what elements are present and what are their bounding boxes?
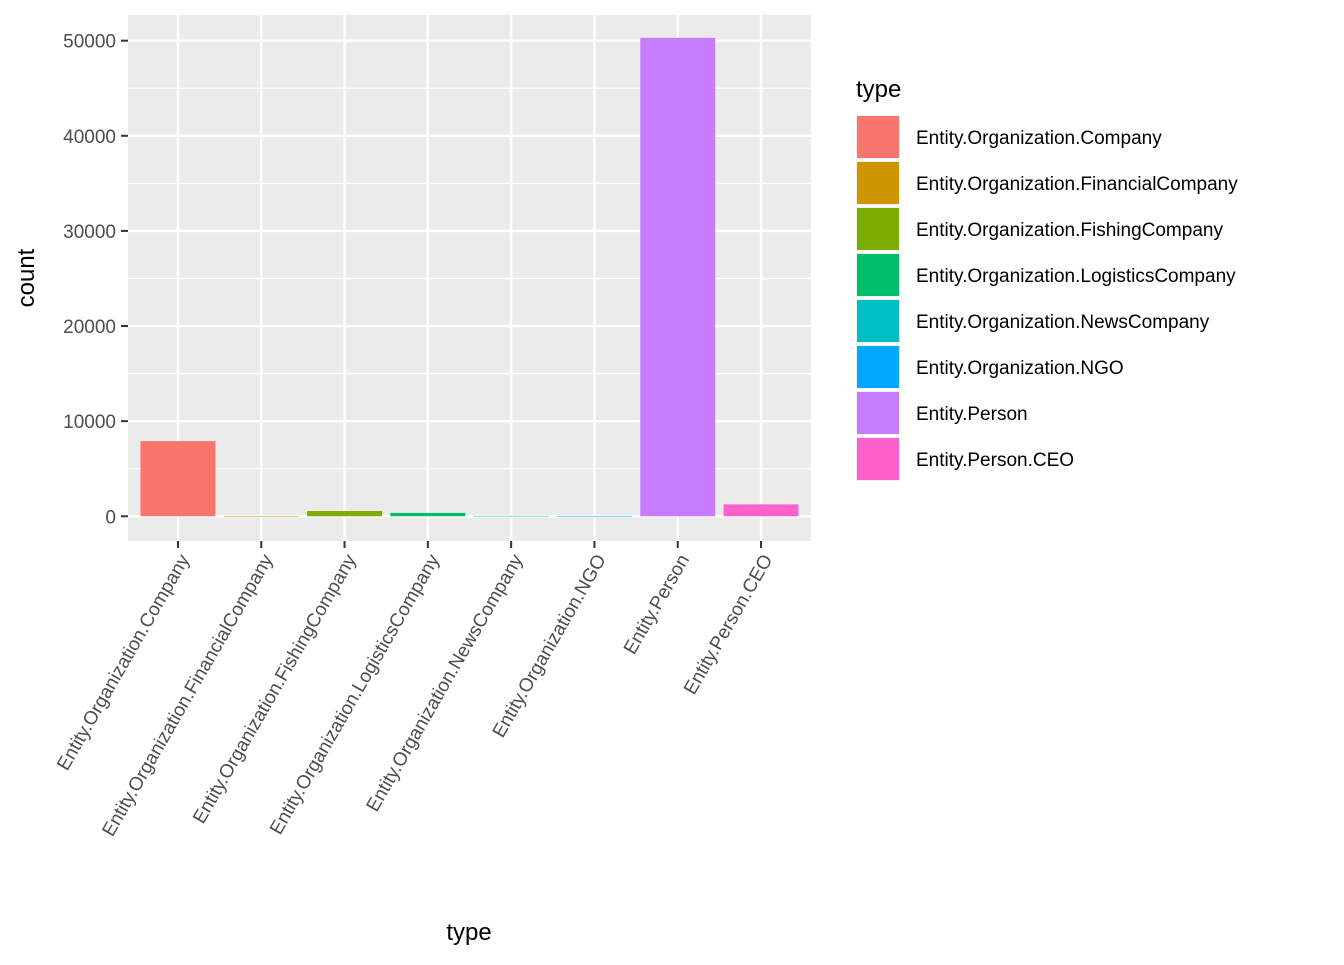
y-tick-label: 30000 [63,222,116,243]
legend-swatch [857,208,899,250]
legend-label: Entity.Organization.LogisticsCompany [916,266,1236,287]
legend-label: Entity.Organization.FishingCompany [916,220,1223,241]
x-tick-label: Entity.Organization.FinancialCompany [99,551,278,841]
bar [223,516,299,517]
x-tick-label: Entity.Organization.LogisticsCompany [266,551,444,839]
legend: type Entity.Organization.Company Entity.O… [856,76,1238,481]
legend-swatch [857,392,899,434]
legend-swatch [857,346,899,388]
x-tick-label: Entity.Person.CEO [680,551,777,698]
y-axis: 0 10000 20000 30000 40000 50000 [63,32,128,528]
legend-label: Entity.Person.CEO [916,450,1074,471]
bars [140,37,799,517]
legend-label: Entity.Person [916,404,1028,425]
y-tick-label: 20000 [63,317,116,338]
legend-swatch [857,300,899,342]
y-tick-label: 10000 [63,412,116,433]
y-tick-label: 50000 [63,32,116,53]
y-tick-label: 40000 [63,127,116,148]
legend-title: type [856,76,901,103]
bar [640,37,716,517]
y-axis-title: count [13,248,40,307]
bar [723,504,799,517]
x-axis: Entity.Organization.CompanyEntity.Organi… [53,541,777,840]
x-axis-title: type [446,919,491,946]
bar [473,515,549,517]
legend-swatch [857,438,899,480]
bar [556,515,632,517]
bar [307,511,383,517]
y-tick-label: 0 [105,507,116,528]
legend-label: Entity.Organization.NewsCompany [916,312,1210,333]
legend-label: Entity.Organization.NGO [916,358,1124,379]
legend-swatch [857,162,899,204]
legend-label: Entity.Organization.FinancialCompany [916,174,1238,195]
x-tick-label: Entity.Person [620,551,694,658]
legend-swatch [857,116,899,158]
legend-swatch [857,254,899,296]
x-tick-label: Entity.Organization.FishingCompany [189,551,361,828]
x-tick-label: Entity.Organization.NewsCompany [363,551,528,816]
legend-label: Entity.Organization.Company [916,128,1162,149]
bar [140,441,216,517]
bar [390,512,466,517]
